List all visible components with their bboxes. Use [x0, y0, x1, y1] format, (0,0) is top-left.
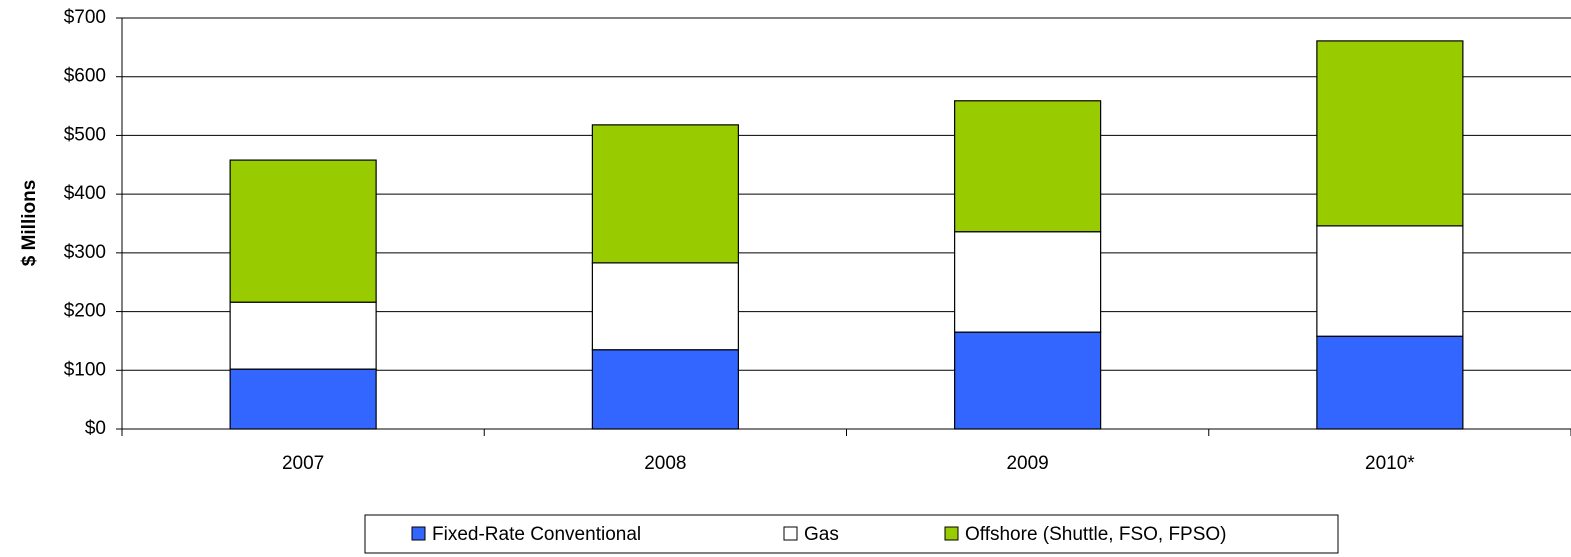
legend-swatch [411, 526, 426, 541]
bar-segment [1316, 225, 1464, 337]
x-tick-label: 2009 [1006, 453, 1048, 474]
y-tick-label: $200 [64, 301, 106, 322]
y-tick-label: $0 [85, 418, 106, 439]
bar-segment [954, 100, 1102, 233]
bar-segment [954, 331, 1102, 430]
legend-box [364, 514, 1339, 554]
legend-label: Fixed-Rate Conventional [432, 524, 641, 545]
x-tick-label: 2007 [282, 453, 324, 474]
y-tick-label: $700 [64, 7, 106, 28]
x-tick-label: 2010* [1365, 453, 1415, 474]
legend-swatch [783, 526, 798, 541]
bar-segment [591, 349, 739, 430]
legend-label: Offshore (Shuttle, FSO, FPSO) [965, 524, 1227, 545]
y-axis-label: $ Millions [19, 180, 40, 267]
bar-segment [229, 368, 377, 430]
bar-segment [1316, 40, 1464, 227]
bar-segment [229, 301, 377, 370]
bar-segment [591, 124, 739, 264]
legend-label: Gas [804, 524, 839, 545]
y-tick-label: $300 [64, 242, 106, 263]
y-tick-label: $400 [64, 183, 106, 204]
bar-segment [1316, 335, 1464, 430]
y-tick-label: $500 [64, 124, 106, 145]
x-tick-label: 2008 [644, 453, 686, 474]
bar-segment [591, 262, 739, 351]
y-tick-label: $100 [64, 359, 106, 380]
bar-segment [954, 231, 1102, 333]
bar-segment [229, 159, 377, 303]
y-tick-label: $600 [64, 66, 106, 87]
legend-swatch [944, 526, 959, 541]
